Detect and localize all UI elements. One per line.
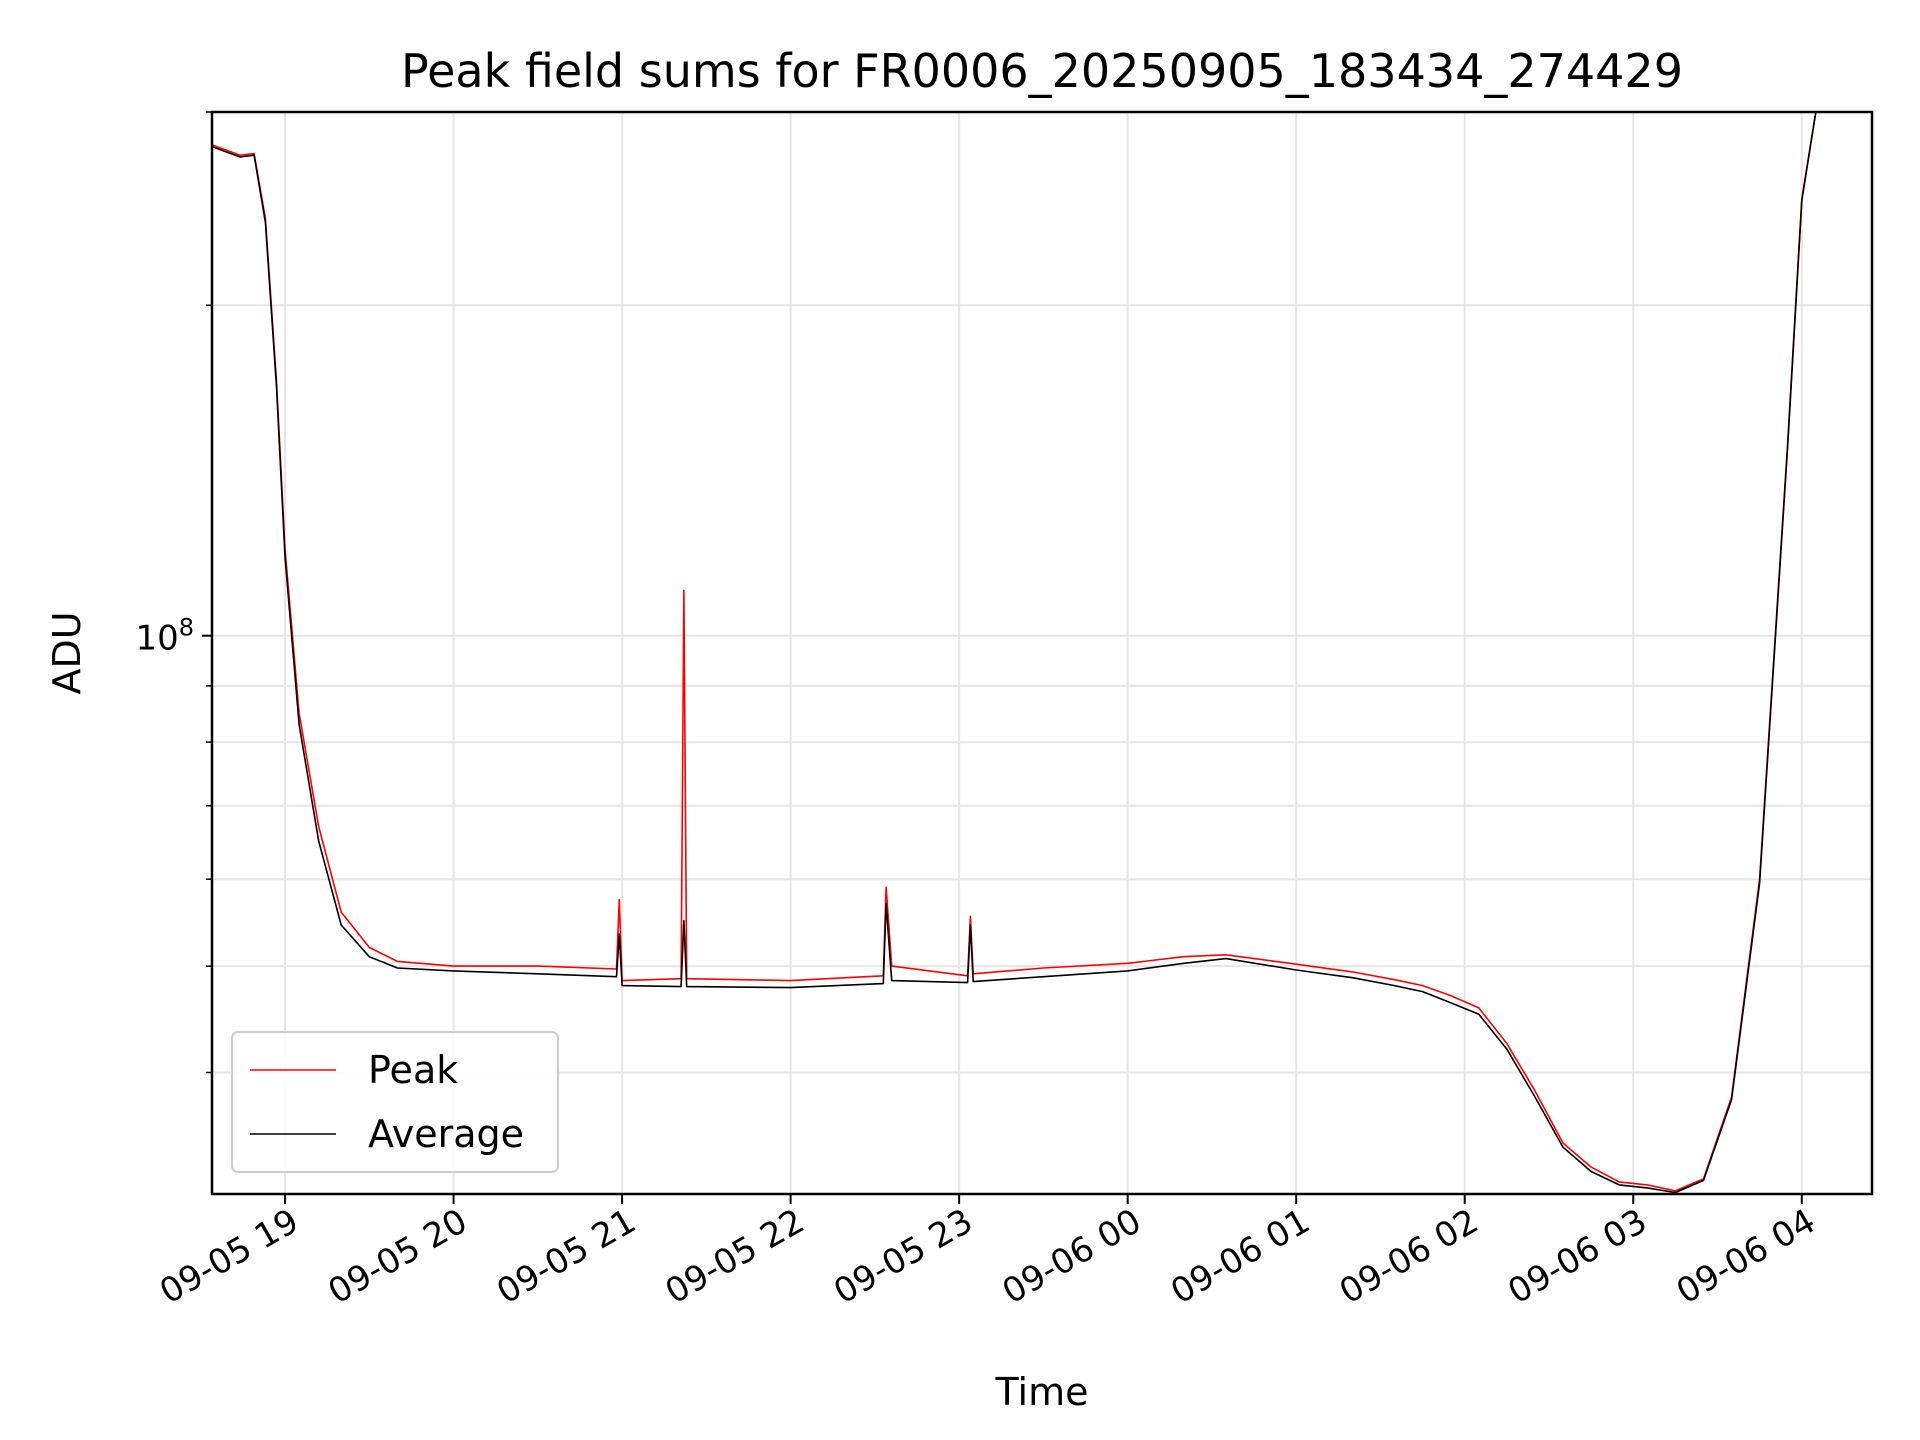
legend-peak-label: Peak [368,1048,458,1092]
series-line-average [212,112,1872,1194]
legend-box [231,1031,559,1173]
plot-frame [210,110,1874,1196]
y-axis-label: ADU [45,611,89,694]
x-axis-label: Time [995,1370,1089,1414]
chart-title: Peak field sums for FR0006_20250905_1834… [401,44,1683,98]
grid [212,111,1872,1194]
y-tick-label: 108 [135,614,194,659]
legend: Peak Average [231,1031,559,1173]
y-axis: 108 [135,111,212,1074]
series-layer [212,112,1872,1194]
legend-average-label: Average [368,1112,524,1156]
